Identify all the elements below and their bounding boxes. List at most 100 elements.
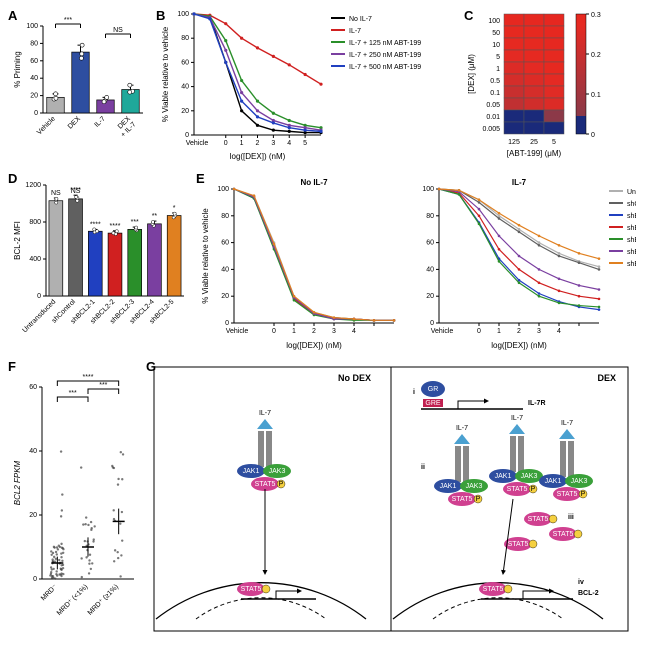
panel-a-label: A <box>8 8 17 23</box>
svg-text:Vehicle: Vehicle <box>226 328 249 335</box>
svg-text:0: 0 <box>225 320 229 327</box>
svg-text:iii: iii <box>568 514 574 521</box>
svg-text:100: 100 <box>217 186 229 193</box>
svg-text:IL-7: IL-7 <box>93 115 107 129</box>
panel-d-label: D <box>8 171 17 186</box>
svg-text:5: 5 <box>496 54 500 61</box>
svg-text:****: **** <box>83 374 94 381</box>
svg-text:40: 40 <box>426 266 434 273</box>
svg-text:***: *** <box>69 390 77 397</box>
panel-b-label: B <box>156 8 165 23</box>
svg-text:60: 60 <box>29 384 37 391</box>
svg-text:DEX: DEX <box>67 115 82 130</box>
svg-text:STAT5: STAT5 <box>508 541 529 548</box>
svg-text:Untransduced: Untransduced <box>627 189 636 196</box>
svg-text:1: 1 <box>496 66 500 73</box>
svg-text:i: i <box>413 389 415 396</box>
panel-e-label: E <box>196 171 205 186</box>
panel-d: D 04008001200BCL-2 MFIUntransducedNSshCo… <box>8 171 188 351</box>
svg-text:0: 0 <box>37 293 41 300</box>
svg-text:log([DEX]) (nM): log([DEX]) (nM) <box>286 341 342 350</box>
svg-text:3: 3 <box>271 140 275 147</box>
svg-text:20: 20 <box>29 512 37 519</box>
svg-text:0.1: 0.1 <box>490 90 500 97</box>
svg-text:No IL-7: No IL-7 <box>300 178 328 187</box>
svg-text:DEX: DEX <box>597 373 616 383</box>
svg-text:[ABT-199] (μM): [ABT-199] (μM) <box>507 149 562 158</box>
svg-text:2: 2 <box>312 328 316 335</box>
svg-text:IL-7R: IL-7R <box>528 400 546 407</box>
svg-text:MRD⁺ (≥1%): MRD⁺ (≥1%) <box>87 583 120 616</box>
svg-text:P: P <box>476 496 481 503</box>
svg-text:0: 0 <box>430 320 434 327</box>
svg-text:shControl: shControl <box>627 201 636 208</box>
svg-text:BCL-2: BCL-2 <box>578 590 599 597</box>
svg-text:GR: GR <box>428 386 439 393</box>
svg-text:40: 40 <box>181 84 189 91</box>
svg-text:log([DEX]) (nM): log([DEX]) (nM) <box>230 152 286 161</box>
svg-text:0.5: 0.5 <box>490 78 500 85</box>
panel-a: A 020406080100% PrimingVehicleDEXIL-7DEX… <box>8 8 148 163</box>
svg-text:0.3: 0.3 <box>591 12 601 19</box>
svg-text:0.1: 0.1 <box>591 92 601 99</box>
svg-text:400: 400 <box>29 256 41 263</box>
svg-text:100: 100 <box>422 186 434 193</box>
svg-text:STAT5: STAT5 <box>528 516 549 523</box>
svg-text:STAT5: STAT5 <box>241 586 262 593</box>
svg-text:0: 0 <box>33 576 37 583</box>
svg-text:100: 100 <box>488 18 500 25</box>
svg-text:60: 60 <box>30 58 38 65</box>
svg-text:50: 50 <box>492 30 500 37</box>
svg-text:IL-7 + 125 nM ABT-199: IL-7 + 125 nM ABT-199 <box>349 40 421 47</box>
svg-text:BCL-2 MFI: BCL-2 MFI <box>13 221 22 260</box>
svg-text:No IL-7: No IL-7 <box>349 16 372 23</box>
svg-text:0: 0 <box>185 132 189 139</box>
svg-text:NS: NS <box>51 190 61 197</box>
panel-c: C 1005010510.50.10.050.010.005125255[DEX… <box>464 8 634 163</box>
svg-text:4: 4 <box>352 328 356 335</box>
svg-text:% Viable relative to vehicle: % Viable relative to vehicle <box>201 208 210 304</box>
svg-text:IL-7: IL-7 <box>512 178 527 187</box>
svg-text:1: 1 <box>240 140 244 147</box>
svg-text:80: 80 <box>181 35 189 42</box>
svg-text:log([DEX]) (nM): log([DEX]) (nM) <box>491 341 547 350</box>
svg-text:JAK3: JAK3 <box>269 468 286 475</box>
svg-text:2: 2 <box>256 140 260 147</box>
svg-text:****: **** <box>90 221 101 228</box>
svg-text:shBCL2-1: shBCL2-1 <box>627 213 636 220</box>
svg-text:1200: 1200 <box>25 182 41 189</box>
svg-text:GRE: GRE <box>425 400 441 407</box>
svg-text:STAT5: STAT5 <box>483 586 504 593</box>
svg-text:0.005: 0.005 <box>482 126 500 133</box>
panel-g-label: G <box>146 359 156 374</box>
panel-b: B 020406080100Vehicle012345% Viable rela… <box>156 8 456 163</box>
svg-text:10: 10 <box>492 42 500 49</box>
svg-text:MRD⁺ (<1%): MRD⁺ (<1%) <box>56 583 90 617</box>
svg-text:5: 5 <box>552 139 556 146</box>
svg-text:60: 60 <box>426 240 434 247</box>
svg-text:4: 4 <box>557 328 561 335</box>
svg-text:shBCL2-5: shBCL2-5 <box>627 261 636 268</box>
svg-text:Vehicle: Vehicle <box>431 328 454 335</box>
svg-text:iv: iv <box>578 579 584 586</box>
svg-text:4: 4 <box>287 140 291 147</box>
svg-text:JAK1: JAK1 <box>545 478 562 485</box>
svg-text:***: *** <box>99 382 107 389</box>
svg-text:0.05: 0.05 <box>486 102 500 109</box>
svg-text:IL-7: IL-7 <box>349 28 361 35</box>
svg-text:Vehicle: Vehicle <box>36 115 57 136</box>
svg-text:STAT5: STAT5 <box>452 496 473 503</box>
svg-text:***: *** <box>131 219 139 226</box>
svg-text:****: **** <box>110 223 121 230</box>
panel-c-label: C <box>464 8 473 23</box>
svg-text:20: 20 <box>221 293 229 300</box>
svg-text:shBCL2-2: shBCL2-2 <box>627 225 636 232</box>
svg-text:25: 25 <box>530 139 538 146</box>
svg-text:Vehicle: Vehicle <box>186 140 209 147</box>
svg-text:20: 20 <box>181 108 189 115</box>
svg-text:% Viable relative to vehicle: % Viable relative to vehicle <box>161 26 170 122</box>
svg-text:40: 40 <box>29 448 37 455</box>
svg-text:shBCL2-4: shBCL2-4 <box>627 249 636 256</box>
svg-text:STAT5: STAT5 <box>255 481 276 488</box>
svg-text:0.01: 0.01 <box>486 114 500 121</box>
